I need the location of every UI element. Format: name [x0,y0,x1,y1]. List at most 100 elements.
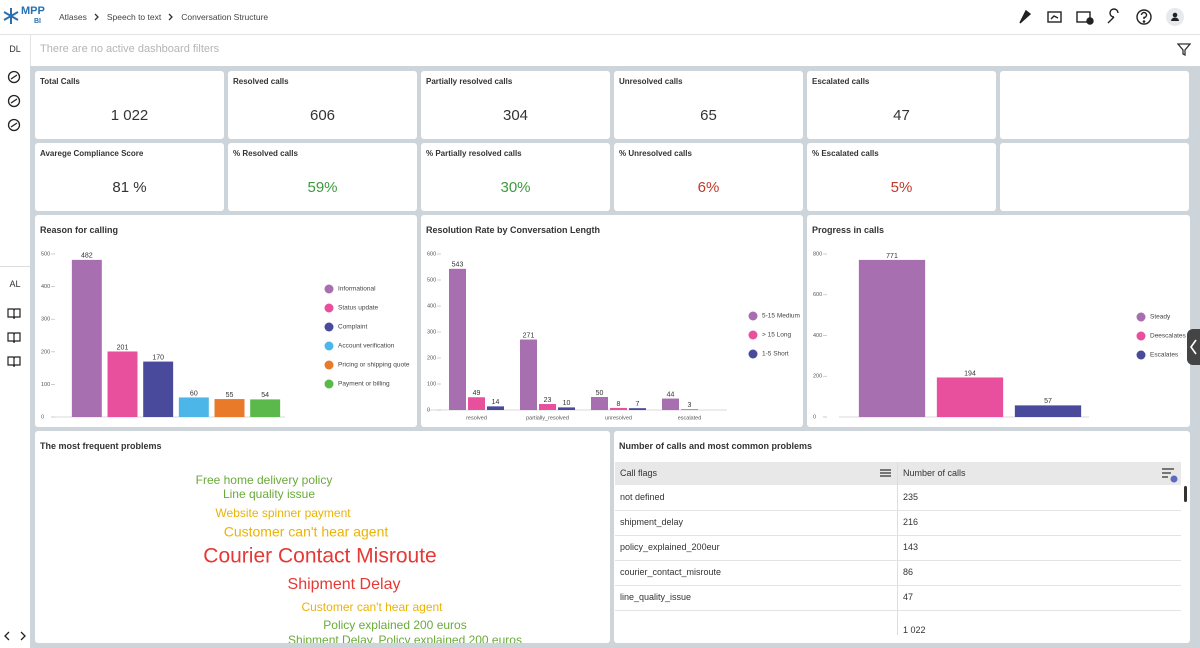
nav-icon[interactable] [7,332,21,344]
settings-icon[interactable] [1107,8,1119,24]
legend-marker [324,322,334,332]
sidebar-book-icons [7,308,21,368]
word: Line quality issue [223,487,315,501]
pin-icon[interactable] [1019,9,1032,24]
bar [558,407,575,410]
kpi-tile: % Escalated calls 5% [807,143,996,211]
kpi-value: 59% [307,179,338,196]
column-menu[interactable] [880,469,891,477]
kpi-tile: Resolved calls 606 [228,71,417,139]
kpi-tile: % Partially resolved calls 30% [421,143,610,211]
kpi-tile: Escalated calls 47 [807,71,996,139]
dashboard-area: Total Calls 1 022 Resolved calls 606 Partial… [30,66,1200,648]
value-label: 10 [563,400,571,407]
sidebar: DL AL [0,34,31,648]
chart: 0 100 200 300 400 500 482 201 170 60 55 54 Informati… [41,251,410,420]
filter-text: There are no active dashboard filters [40,43,220,55]
dashboard-icon[interactable] [1076,11,1091,23]
kpi-title: Partially resolved calls [426,77,513,86]
value-label: 60 [190,390,198,397]
x-tick-label: unresolved [605,415,632,421]
sidebar-arrows[interactable] [3,630,27,642]
nav-icon[interactable] [7,308,21,320]
legend-label: Status update [338,305,378,312]
legend-marker [324,379,334,389]
sidebar-top-label: DL [9,44,21,54]
legend-marker [324,303,334,313]
bar [214,399,245,417]
word: Policy explained 200 euros [323,618,466,632]
value-label: 7 [636,401,640,408]
breadcrumb[interactable]: Atlases [59,12,87,22]
bar [250,399,281,417]
row-divider [615,610,1181,611]
value-label: 14 [492,399,500,406]
y-tick-label: 200 [813,374,822,380]
kpi-value: 304 [502,107,529,124]
value-label: 50 [596,390,604,397]
chart-panel: Resolution Rate by Conversation Length 0 1… [421,215,803,427]
row-divider [615,510,1181,511]
kpi-value: 6% [697,179,720,196]
legend-marker [748,311,758,321]
chart-panel: Progress in calls 0 200 400 600 800 771 194 57 St… [807,215,1190,427]
y-tick-label: 100 [41,382,50,388]
filter-icon[interactable] [1177,42,1191,56]
bar [539,404,556,410]
x-tick-label: escalated [678,415,702,421]
legend-marker [1136,350,1146,360]
kpi-title: Total Calls [40,77,80,86]
table-cell: line_quality_issue [620,592,692,602]
chevron [94,13,99,21]
word: Free home delivery policy [196,473,333,487]
row-divider [615,585,1181,586]
value-label: 3 [688,402,692,409]
empty-tile [1000,143,1189,211]
kpi-tile: % Resolved calls 59% [228,143,417,211]
help-icon[interactable] [1136,9,1152,25]
filter-bar: There are no active dashboard filters [30,34,1200,67]
kpi-title: Unresolved calls [619,77,683,86]
table-cell: not defined [620,492,665,502]
bar [107,351,138,417]
legend-label: Informational [338,286,376,293]
value-label: 482 [81,253,93,260]
legend-marker [1136,331,1146,341]
table-cell: 143 [903,542,919,552]
chart-title: Progress in calls [812,225,885,235]
nav-icon[interactable] [7,118,21,132]
y-tick-label: 300 [41,317,50,323]
column-divider [897,462,898,635]
bar [610,407,627,410]
y-tick-label: 100 [427,381,436,387]
nav-icon[interactable] [7,356,21,368]
legend-marker [324,341,334,351]
chart-icon[interactable] [1047,11,1062,23]
table-cell: 216 [903,517,919,527]
word: Customer can't hear agent [301,600,443,614]
y-tick-label: 400 [813,333,822,339]
word: Website spinner payment [215,506,351,520]
kpi-value: 5% [890,179,913,196]
kpi-title: % Partially resolved calls [426,149,522,158]
y-tick-label: 500 [41,251,50,257]
breadcrumb[interactable]: Speech to text [106,12,162,22]
table-cell: shipment_delay [620,517,684,527]
table-cell: 47 [903,592,914,602]
bar [629,408,646,410]
chart-title: Reason for calling [40,225,119,235]
y-tick-label: 0 [41,414,44,420]
breadcrumb-separator [94,13,99,21]
nav-icon[interactable] [7,70,21,84]
table-cell: courier_contact_misroute [620,567,722,577]
nav-icon[interactable] [7,94,21,108]
kpi-title: Resolved calls [233,77,289,86]
table-panel: Number of calls and most common problems… [614,431,1190,643]
value-label: 543 [452,262,464,269]
breadcrumb[interactable]: Conversation Structure [181,12,269,22]
side-panel-toggle[interactable] [1187,329,1200,365]
column-header: Number of calls [903,468,966,478]
column-header: Call flags [620,468,658,478]
legend-label: > 15 Long [762,332,791,339]
value-label: 49 [473,390,481,397]
